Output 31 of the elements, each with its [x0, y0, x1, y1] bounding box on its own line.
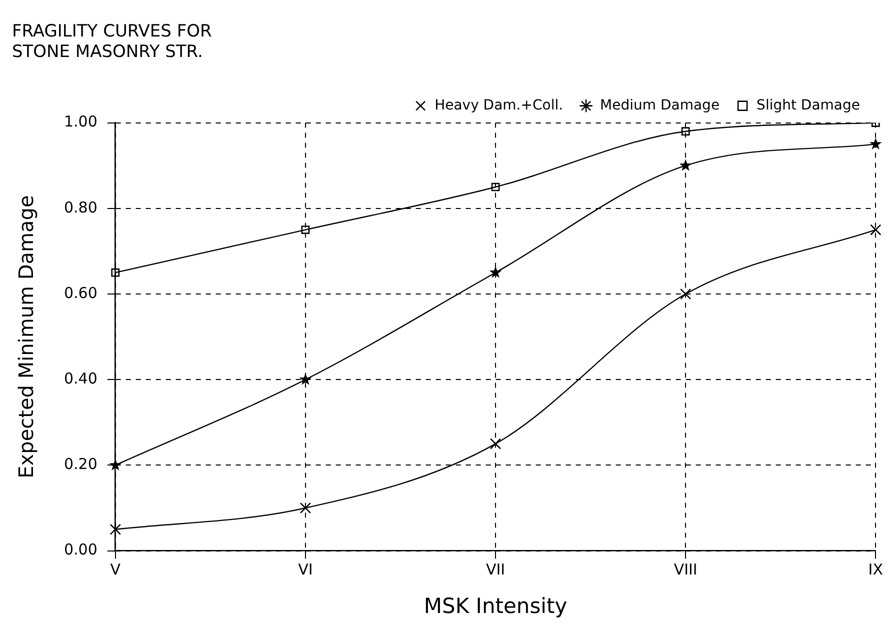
legend-label: Slight Damage	[756, 97, 860, 114]
point	[490, 438, 502, 450]
point	[301, 226, 310, 234]
point	[299, 373, 312, 385]
x-tick-label: VIII	[674, 560, 698, 579]
y-tick-label: 0.40	[64, 369, 98, 388]
point	[489, 266, 502, 278]
y-tick-label: 0.00	[64, 540, 98, 559]
point	[110, 524, 121, 535]
legend-label: Heavy Dam.+Coll.	[434, 97, 564, 114]
y-tick-label: 0.60	[64, 284, 98, 302]
point	[680, 288, 692, 300]
point	[491, 182, 500, 192]
legend-label: Medium Damage	[600, 97, 720, 114]
point	[870, 224, 882, 236]
x-tick-label: VII	[486, 560, 506, 579]
y-tick-label: 1.00	[64, 112, 98, 131]
x-tick-label: VI	[298, 560, 313, 579]
x-tick-label: V	[110, 560, 122, 579]
y-tick-label: 0.20	[64, 455, 98, 474]
x-tick-label: IX	[868, 560, 883, 579]
point	[869, 138, 882, 150]
point	[111, 268, 120, 277]
x-axis-title: MSK Intensity	[424, 594, 568, 618]
point	[681, 127, 690, 136]
point	[109, 458, 122, 470]
point	[300, 502, 312, 514]
y-tick-label: 0.80	[64, 198, 98, 216]
y-axis-title: Expected Minimum Damage	[14, 195, 38, 478]
chart-title: FRAGILITY CURVES FOR STONE MASONRY STR.	[12, 22, 212, 62]
point	[679, 159, 692, 171]
